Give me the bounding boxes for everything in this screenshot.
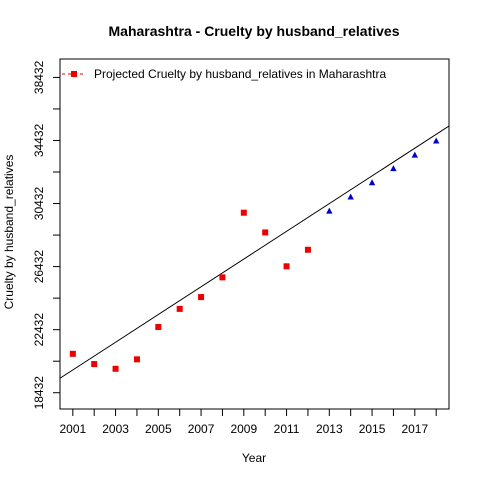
x-tick-label: 2003 (102, 422, 129, 436)
y-axis: 18432 22432 26432 30432 34432 38432 (32, 60, 60, 409)
y-tick-label: 22432 (32, 313, 46, 347)
data-point (304, 246, 311, 253)
y-tick-label: 38432 (32, 60, 46, 94)
y-tick-label: 34432 (32, 123, 46, 157)
x-tick-label: 2017 (401, 422, 428, 436)
y-tick-label: 30432 (32, 187, 46, 221)
projected-point (368, 179, 376, 186)
plot-frame (59, 58, 450, 410)
y-tick-label: 18432 (32, 376, 46, 410)
y-tick-label: 26432 (32, 250, 46, 284)
x-tick-label: 2011 (274, 422, 300, 436)
chart-title: Maharashtra - Cruelty by husband_relativ… (109, 23, 400, 39)
projected-point (432, 137, 440, 144)
data-point (112, 365, 119, 372)
data-point (133, 356, 140, 363)
trend-line-group (59, 125, 450, 379)
x-tick-label: 2015 (359, 422, 386, 436)
data-point (91, 361, 98, 368)
legend-marker (71, 71, 77, 77)
y-axis-label: Cruelty by husband_relatives (2, 155, 16, 310)
x-axis: 2001 2003 2005 2007 2009 2011 2013 2015 2017 (59, 409, 437, 436)
data-points (69, 137, 440, 372)
x-tick-label: 2005 (145, 422, 172, 436)
trend-line (59, 125, 450, 379)
legend: Projected Cruelty by husband_relatives i… (62, 67, 386, 81)
data-point (283, 263, 290, 270)
projected-point (347, 193, 354, 200)
legend-label: Projected Cruelty by husband_relatives i… (94, 67, 386, 81)
x-tick-label: 2013 (316, 422, 343, 436)
x-axis-label: Year (242, 451, 266, 465)
projected-point (390, 165, 397, 172)
projected-point (411, 151, 419, 158)
data-point (262, 229, 269, 236)
data-point (198, 294, 205, 301)
data-point (155, 324, 162, 331)
projected-point (326, 207, 333, 214)
x-tick-label: 2001 (59, 422, 86, 436)
data-point (176, 305, 183, 312)
data-point (69, 350, 76, 357)
x-tick-label: 2009 (230, 422, 257, 436)
data-point (240, 209, 247, 216)
data-point (219, 274, 226, 281)
x-tick-label: 2007 (188, 422, 215, 436)
